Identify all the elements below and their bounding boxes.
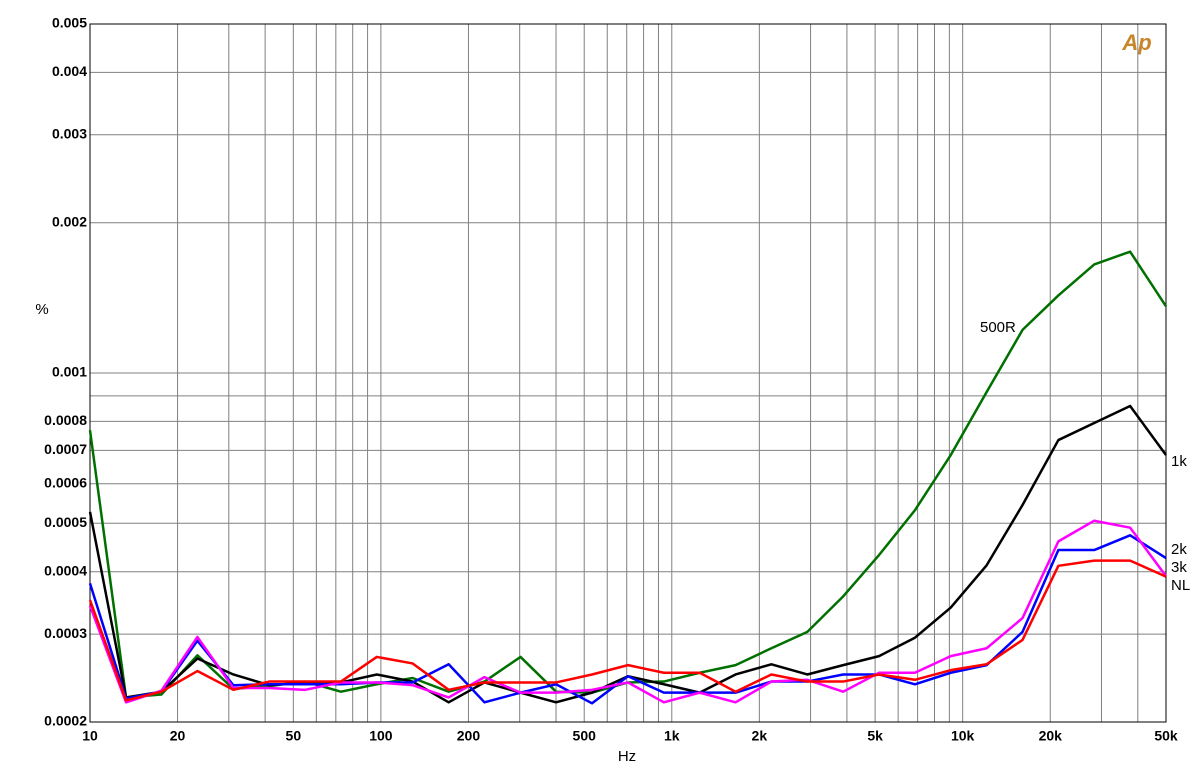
x-tick-label: 2k (752, 728, 768, 744)
x-tick-label: 1k (664, 728, 680, 744)
x-tick-label: 20 (170, 728, 186, 744)
y-tick-label: 0.001 (52, 364, 87, 380)
series-label: 1k (1171, 453, 1187, 470)
x-tick-label: 10k (951, 728, 975, 744)
y-tick-label: 0.0008 (44, 412, 87, 428)
x-tick-label: 20k (1039, 728, 1063, 744)
series-label: NL (1171, 577, 1190, 594)
y-tick-label: 0.0003 (44, 625, 87, 641)
series-line (88, 534, 1167, 705)
x-tick-label: 100 (369, 728, 393, 744)
logo: Ap (1121, 30, 1151, 55)
x-tick-label: 10 (82, 728, 98, 744)
x-tick-label: 50k (1154, 728, 1178, 744)
y-tick-label: 0.005 (52, 15, 87, 31)
y-tick-label: 0.0006 (44, 474, 87, 490)
y-tick-label: 0.003 (52, 125, 87, 141)
y-tick-label: 0.004 (52, 63, 87, 79)
x-tick-label: 500 (573, 728, 597, 744)
y-axis-label: % (35, 301, 48, 318)
series-line (88, 559, 1167, 702)
y-tick-label: 0.0004 (44, 562, 87, 578)
x-tick-label: 5k (867, 728, 883, 744)
series-label: 3k (1171, 559, 1187, 576)
y-tick-label: 0.0005 (44, 514, 87, 530)
series-line (88, 519, 1168, 704)
x-tick-label: 200 (457, 728, 481, 744)
x-tick-label: 50 (286, 728, 302, 744)
y-tick-label: 0.0002 (44, 713, 87, 729)
x-axis-label: Hz (618, 748, 636, 765)
y-tick-label: 0.0007 (44, 441, 87, 457)
annotation: 500R (980, 319, 1016, 336)
series-label: 2k (1171, 541, 1187, 558)
y-tick-label: 0.002 (52, 213, 87, 229)
plot-frame (89, 23, 1167, 723)
